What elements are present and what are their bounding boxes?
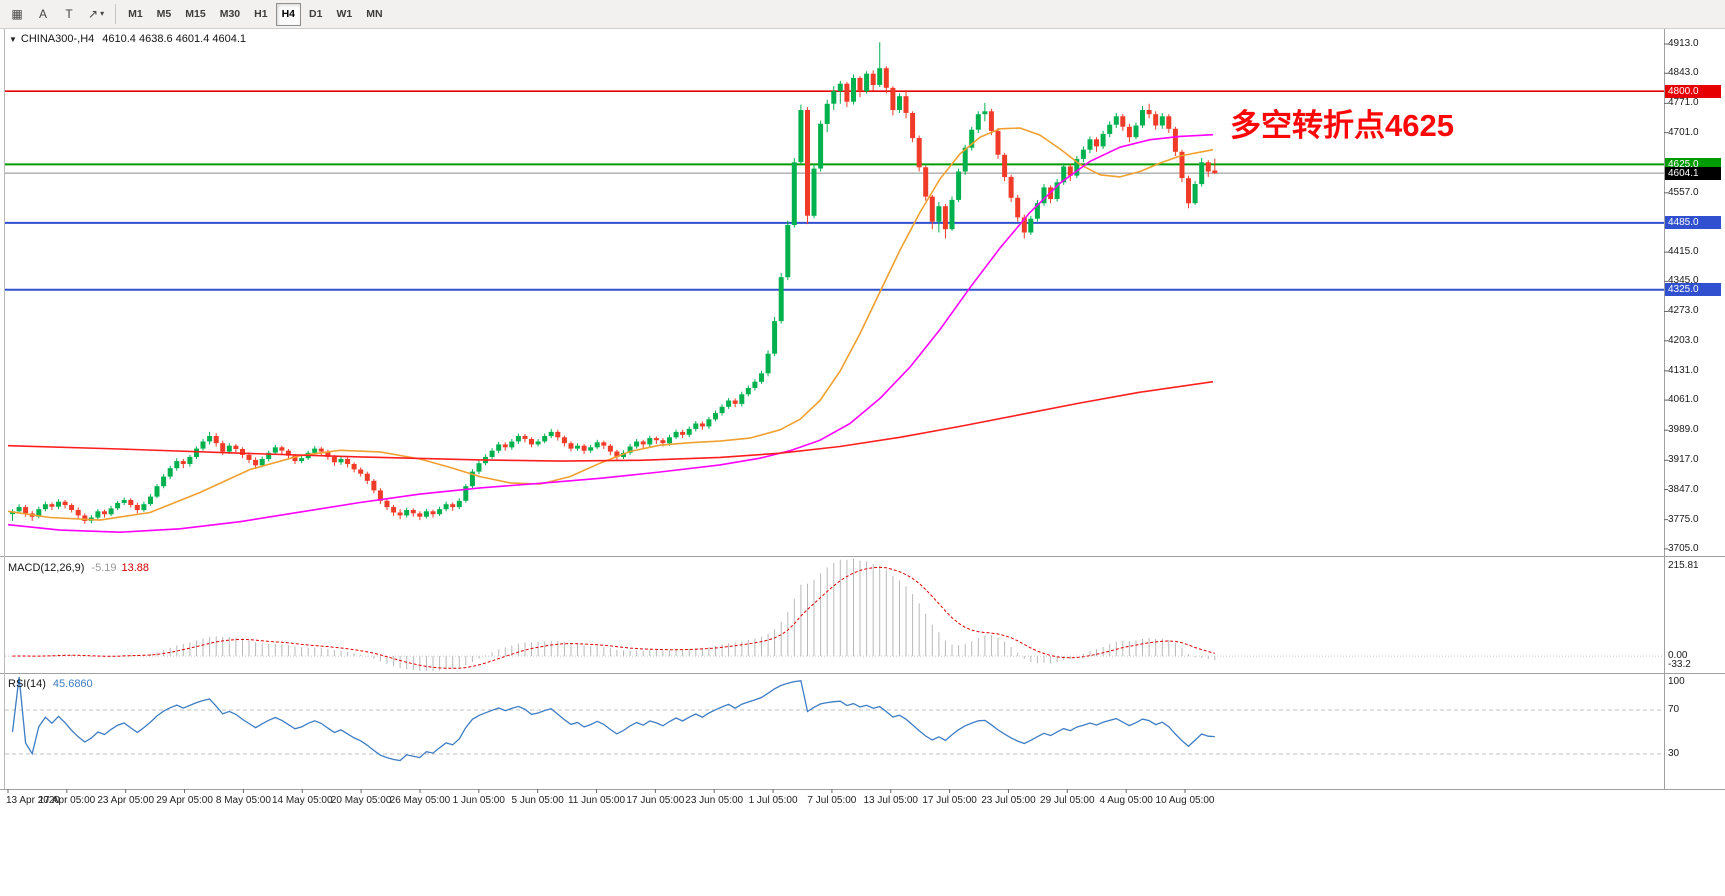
rsi-indicator-title: RSI(14) 45.6860 [8,678,93,690]
timeframe-button-h1[interactable]: H1 [248,3,273,26]
dropdown-caret-icon: ▾ [100,9,105,18]
ma-slow-line [7,380,1214,462]
symbol-title: CHINA300-,H4 [20,33,95,45]
timeframe-button-w1[interactable]: W1 [330,3,358,26]
symbol-header: ▼ CHINA300-,H4 4610.4 4638.6 4601.4 4604.1 [9,33,246,45]
timeframe-button-d1[interactable]: D1 [303,3,328,26]
timeframe-button-m30[interactable]: M30 [214,3,246,26]
cursor-tool-button[interactable]: A [31,3,55,26]
timeframe-button-m1[interactable]: M1 [122,3,149,26]
trendline-icon: ↗ [88,7,99,21]
ma-mid-line [7,133,1214,534]
letter-a-icon: A [38,7,47,21]
letter-t-icon: T [65,7,73,21]
text-tool-button[interactable]: T [57,3,81,26]
macd-signal-value: 13.88 [121,562,150,574]
macd-signal-line [12,566,1215,669]
chart-annotation: 多空转折点4625 [1230,108,1454,143]
grid-icon: ▦ [11,7,23,21]
macd-title-label: MACD(12,26,9) [8,562,85,574]
timeframe-button-m5[interactable]: M5 [151,3,178,26]
timeframe-button-m15[interactable]: M15 [179,3,211,26]
rsi-line [11,676,1215,762]
ma-fast-line [7,127,1214,521]
line-studies-dropdown-button[interactable]: ↗ ▾ [83,3,109,26]
macd-main-value: -5.19 [91,562,117,574]
macd-histogram [18,559,1216,671]
macd-indicator-title: MACD(12,26,9) -5.19 13.88 [8,562,149,574]
timeframe-button-h4[interactable]: H4 [275,2,302,26]
chevron-down-icon[interactable]: ▼ [9,35,17,44]
rsi-title-label: RSI(14) [8,678,46,690]
rsi-value: 45.6860 [52,678,93,690]
symbol-ohlc: 4610.4 4638.6 4601.4 4604.1 [102,33,247,45]
candles-series [10,42,1218,524]
grid-tool-button[interactable]: ▦ [5,3,29,26]
toolbar: ▦ A T ↗ ▾ M1 M5 M15 M30 H1 H4 D1 W1 MN [0,0,1725,29]
chart-canvas[interactable] [0,0,1725,812]
timeframe-button-mn[interactable]: MN [360,3,388,26]
toolbar-separator [115,4,117,24]
